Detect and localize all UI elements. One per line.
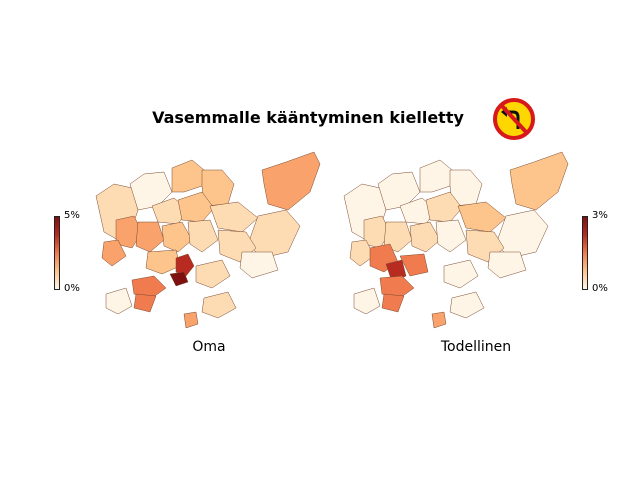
region — [353, 287, 381, 315]
region — [419, 159, 453, 193]
region — [379, 275, 415, 299]
region — [431, 311, 447, 329]
map-label-oma: Oma — [192, 339, 226, 355]
colorbar-oma-max-label: 5% — [64, 210, 80, 221]
region — [177, 191, 215, 223]
region — [509, 151, 569, 211]
region — [161, 221, 193, 253]
region — [169, 271, 189, 287]
region — [201, 291, 237, 319]
region — [239, 251, 279, 279]
region — [399, 253, 429, 277]
region — [105, 287, 133, 315]
colorbar-oma — [54, 216, 60, 290]
region — [425, 191, 463, 223]
colorbar-todellinen-max-label: 3% — [592, 210, 608, 221]
region — [209, 201, 259, 233]
region — [261, 151, 321, 211]
colorbar-oma-min-label: 0% — [64, 283, 80, 294]
region — [383, 221, 413, 253]
region — [443, 259, 479, 289]
region — [487, 251, 527, 279]
no-left-turn-sign-icon — [493, 98, 535, 140]
region — [145, 249, 181, 275]
region — [133, 293, 157, 313]
choropleth-map-todellinen — [343, 151, 569, 329]
region — [135, 221, 165, 253]
region — [381, 293, 405, 313]
choropleth-map-oma — [95, 151, 321, 329]
map-label-todellinen: Todellinen — [440, 339, 512, 355]
region — [195, 259, 231, 289]
region — [457, 201, 507, 233]
region — [175, 253, 195, 277]
region — [435, 219, 467, 253]
region — [187, 219, 219, 253]
region — [183, 311, 199, 329]
figure-title: Vasemmalle kääntyminen kielletty — [152, 108, 464, 127]
region — [101, 239, 127, 267]
region — [449, 291, 485, 319]
region — [409, 221, 441, 253]
region — [131, 275, 167, 299]
colorbar-todellinen-min-label: 0% — [592, 283, 608, 294]
region — [171, 159, 205, 193]
colorbar-todellinen — [582, 216, 588, 290]
region — [349, 239, 375, 267]
